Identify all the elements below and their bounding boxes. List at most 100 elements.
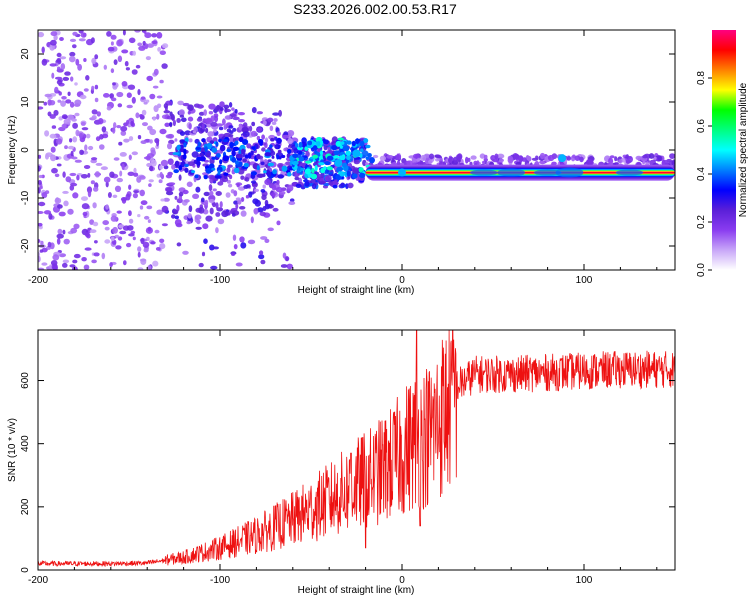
heatmap-cell	[272, 112, 280, 116]
heatmap-cell	[41, 58, 48, 66]
heatmap-cell	[287, 137, 293, 145]
heatmap-cell	[232, 234, 237, 241]
heatmap-cell	[104, 226, 110, 231]
heatmap-cell	[128, 37, 136, 44]
heatmap-cell	[128, 218, 134, 224]
heatmap-cell	[311, 167, 315, 174]
heatmap-cell	[126, 225, 134, 231]
heatmap-cell	[166, 190, 174, 196]
heatmap-cell	[283, 147, 288, 152]
heatmap-cell	[76, 174, 80, 181]
heatmap-cell	[240, 242, 247, 249]
heatmap-cell	[118, 141, 123, 146]
heatmap-cell	[74, 82, 78, 86]
heatmap-cell	[177, 100, 184, 106]
heatmap-cell	[205, 167, 212, 174]
heatmap-cell	[263, 170, 267, 174]
heatmap-cell	[71, 118, 77, 122]
heatmap-cell	[159, 79, 164, 84]
heatmap-cell	[116, 91, 124, 98]
heatmap-cell	[38, 251, 41, 257]
heatmap-cell	[361, 150, 369, 157]
heatmap-cell	[669, 153, 675, 159]
heatmap-cell	[102, 220, 109, 226]
heatmap-cell	[61, 114, 68, 120]
heatmap-cell	[226, 128, 232, 133]
heatmap-cell	[137, 214, 141, 218]
heatmap-cell	[156, 32, 163, 39]
heatmap-cell	[43, 101, 48, 106]
heatmap-cell	[85, 75, 90, 81]
heatmap-cell	[229, 141, 234, 149]
heatmap-cell	[178, 165, 183, 171]
heatmap-cell	[72, 122, 78, 129]
heatmap-cell	[137, 246, 142, 252]
heatmap-cell	[187, 161, 195, 167]
heatmap-cell	[211, 156, 217, 160]
heatmap-cell	[116, 39, 123, 47]
heatmap-cell	[297, 150, 303, 155]
heatmap-cell	[315, 173, 322, 179]
heatmap-cell	[69, 172, 77, 177]
heatmap-cell	[318, 162, 325, 166]
heatmap-cell	[338, 155, 346, 161]
heatmap-cell	[525, 155, 530, 160]
colorbar-tick-label: 0.2	[696, 215, 707, 229]
heatmap-cell	[333, 150, 340, 156]
heatmap-cell	[379, 155, 386, 161]
heatmap-cell	[263, 159, 268, 165]
heatmap-cell	[208, 184, 213, 192]
heatmap-cell	[256, 153, 261, 160]
heatmap-cell	[352, 173, 358, 179]
heatmap-cell	[56, 52, 62, 58]
heatmap-cell	[346, 140, 352, 145]
heatmap-cell	[337, 137, 344, 141]
heatmap-cell	[197, 141, 202, 147]
heatmap-cell	[184, 167, 189, 173]
ridge-bulge	[558, 154, 567, 163]
heatmap-cell	[132, 193, 138, 199]
colorbar-gradient	[712, 30, 736, 270]
heatmap-cell	[54, 173, 60, 178]
heatmap-cell	[513, 153, 520, 160]
heatmap-cell	[93, 186, 99, 192]
heatmap-cell	[247, 239, 256, 245]
y-tick-label: -20	[20, 238, 31, 253]
heatmap-cell	[278, 156, 282, 160]
heatmap-cell	[314, 164, 318, 172]
heatmap-cell	[251, 146, 256, 150]
heatmap-cell	[101, 126, 107, 133]
heatmap-cell	[93, 252, 100, 257]
spectrogram-y-ticks: -20 -10 0 10 20	[20, 48, 675, 253]
heatmap-cell	[62, 262, 68, 268]
heatmap-cell	[212, 188, 217, 192]
heatmap-cell	[282, 134, 290, 139]
heatmap-cell	[231, 150, 236, 157]
heatmap-cell	[186, 220, 192, 225]
heatmap-cell	[208, 103, 216, 110]
heatmap-cell	[276, 220, 281, 226]
heatmap-cell	[213, 129, 217, 133]
heatmap-cell	[453, 156, 458, 164]
heatmap-cell	[59, 37, 64, 41]
heatmap-cell	[241, 197, 245, 202]
heatmap-cell	[195, 226, 202, 230]
heatmap-cell	[60, 63, 66, 70]
heatmap-cell	[159, 50, 166, 55]
heatmap-cell	[182, 102, 190, 107]
heatmap-cell	[84, 232, 90, 238]
heatmap-cell	[251, 180, 257, 184]
heatmap-cell	[113, 59, 118, 65]
heatmap-cell	[72, 192, 79, 199]
snr-y-label: SNR (10 * v/v)	[7, 418, 18, 482]
heatmap-cell	[165, 174, 172, 179]
heatmap-cell	[38, 180, 42, 185]
heatmap-cell	[58, 211, 66, 217]
heatmap-cell	[139, 189, 145, 197]
heatmap-cell	[38, 267, 45, 270]
heatmap-cell	[121, 49, 129, 54]
colorbar-tick-label: 0.4	[696, 167, 707, 181]
heatmap-cell	[311, 183, 317, 190]
heatmap-cell	[586, 158, 593, 166]
